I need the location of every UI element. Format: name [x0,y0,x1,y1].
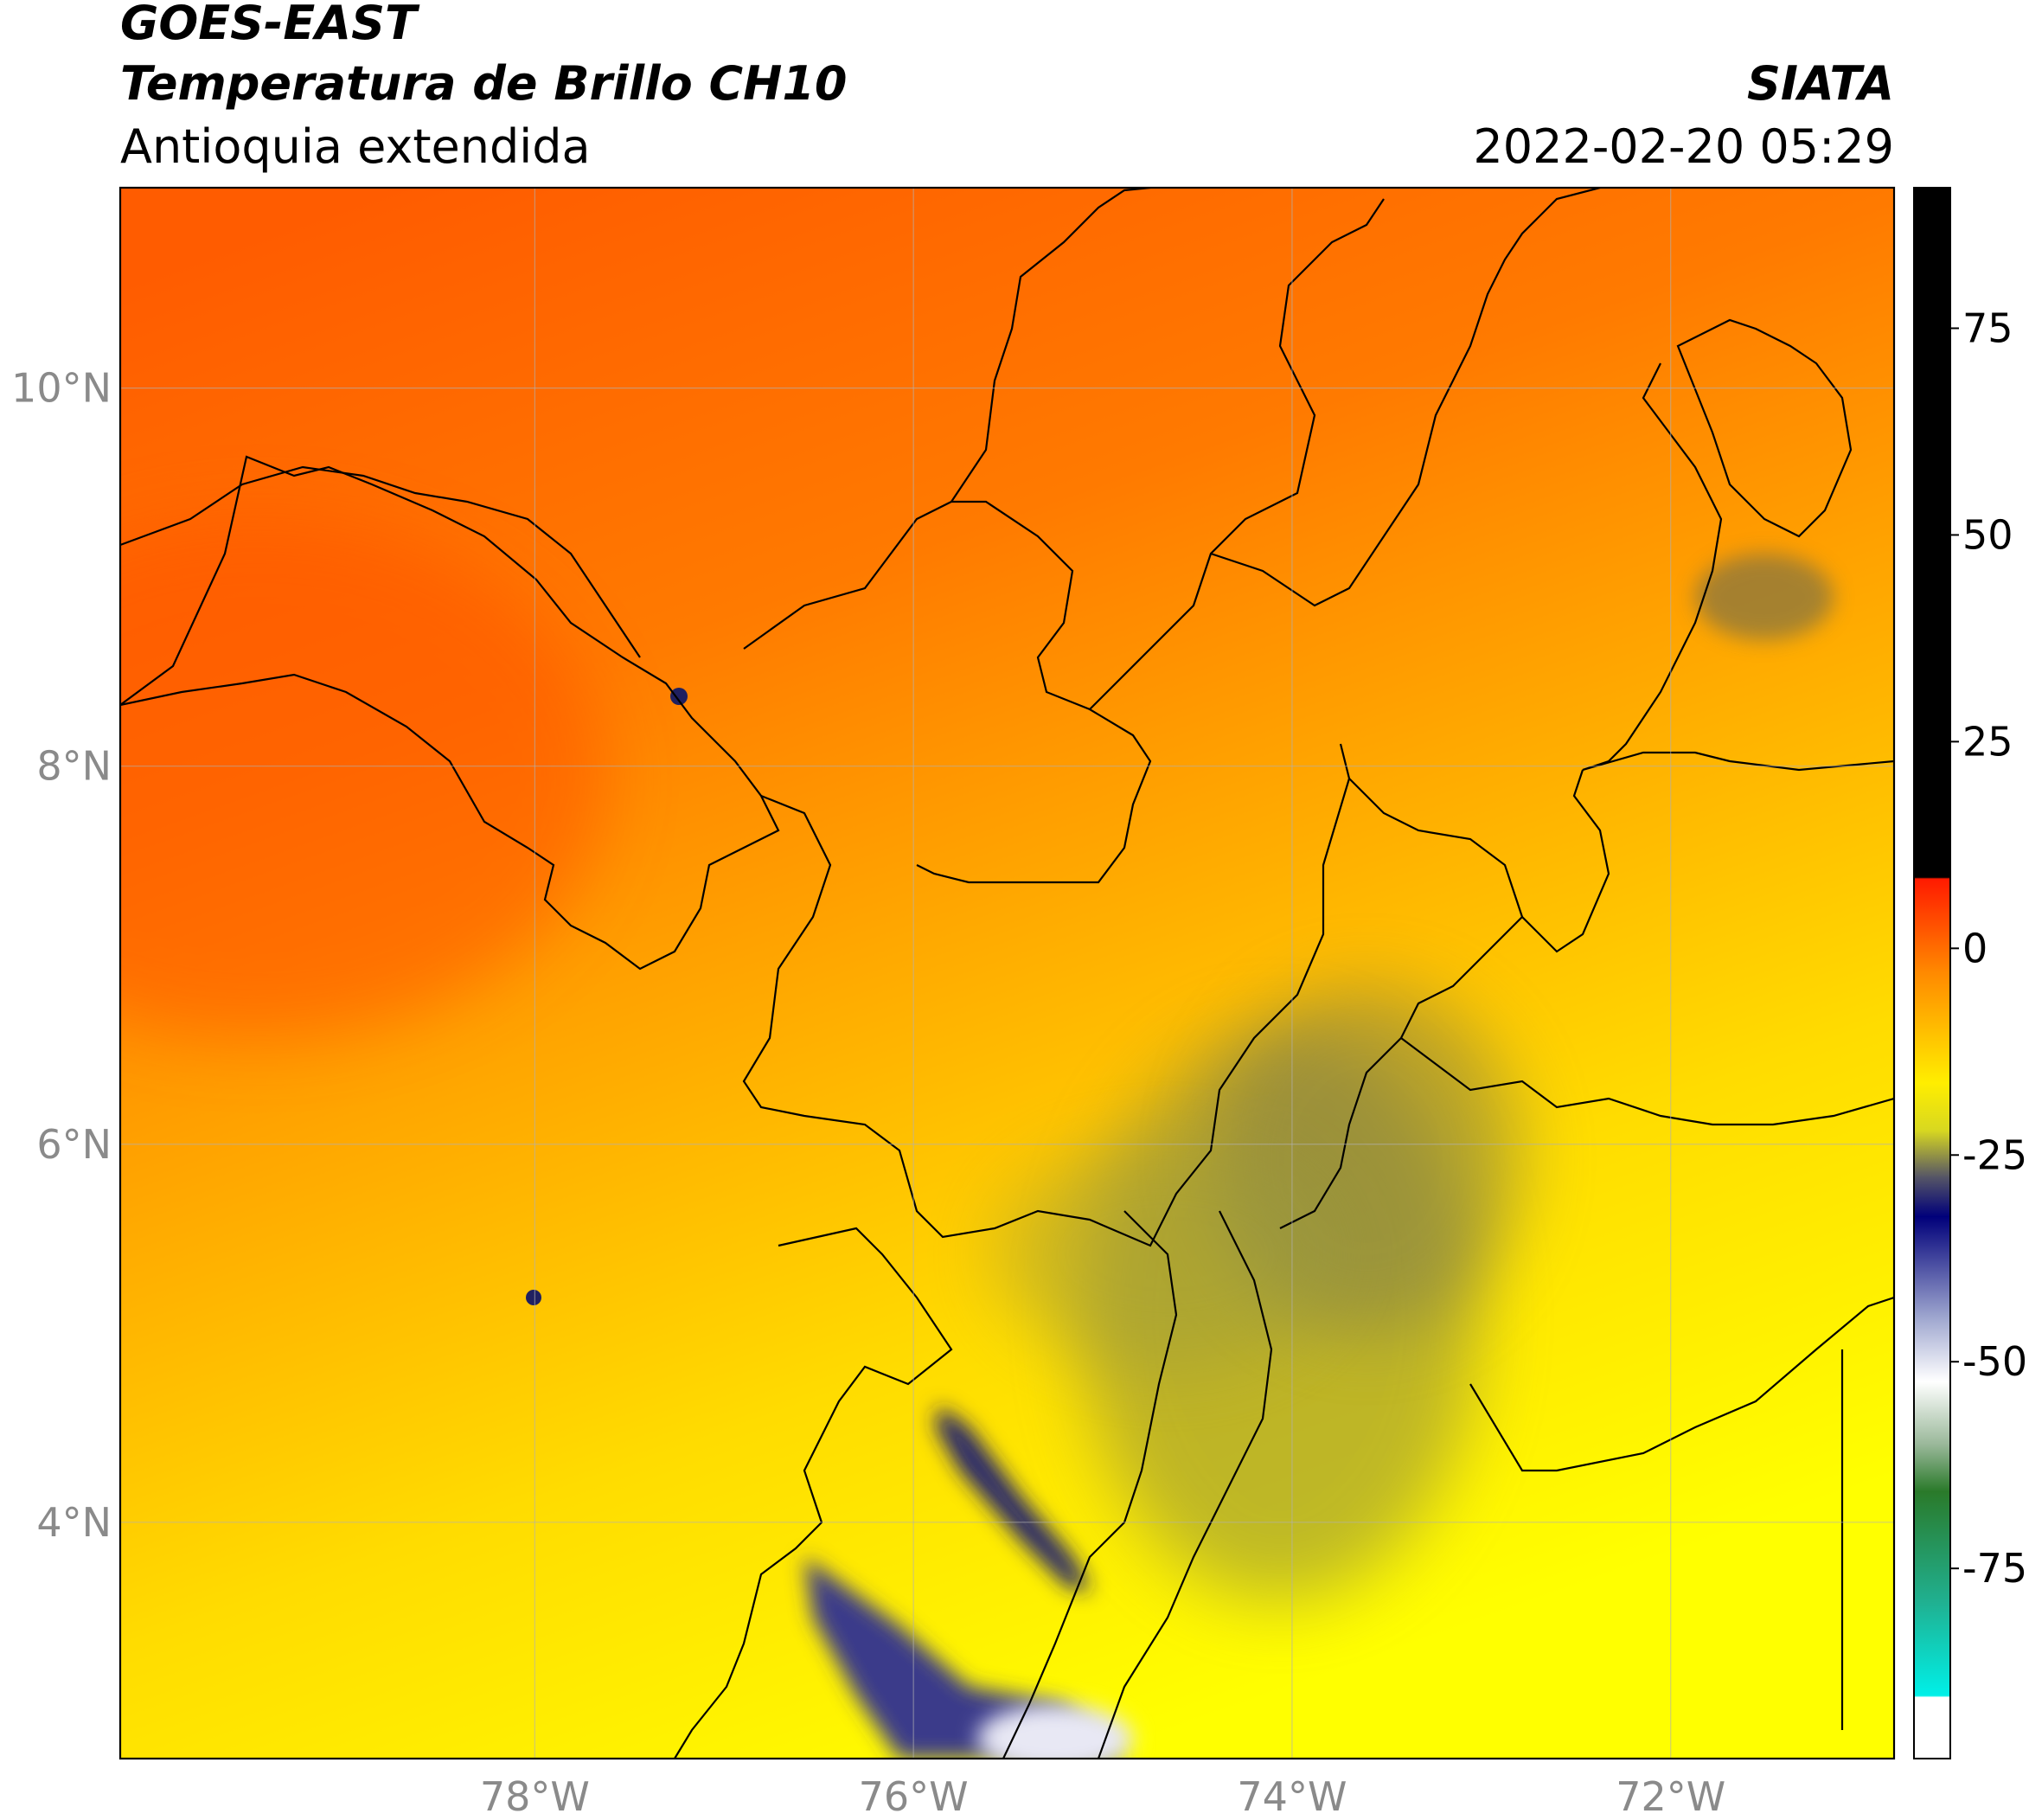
map-image [120,188,1894,1759]
x-tick-label: 78°W [480,1773,590,1817]
colorbar-tick-label: 75 [1962,304,2013,351]
source: SIATA [1747,56,1894,111]
datetime: 2022-02-20 05:29 [1473,119,1894,174]
colorbar-tick-label: -75 [1962,1545,2027,1592]
y-tick-label: 4°N [36,1499,112,1546]
colorbar-tick-label: -25 [1962,1131,2027,1178]
map-frame [118,186,1896,1760]
y-tick-label: 10°N [11,365,112,412]
title-line1: GOES-EAST [120,0,420,50]
y-tick-label: 6°N [36,1121,112,1168]
colorbar-tick-label: 25 [1962,718,2013,765]
colorbar [1913,187,1951,1759]
axes [120,188,1894,1759]
x-tick-label: 72°W [1616,1773,1725,1817]
colorbar-tick-label: 0 [1962,925,1987,971]
colorbar-tick-label: 50 [1962,511,2013,558]
y-tick-label: 8°N [36,743,112,790]
subtitle: Antioquia extendida [120,119,591,174]
title-line2: Temperatura de Brillo CH10 [120,56,848,111]
x-tick-label: 74°W [1237,1773,1347,1817]
colorbar-tick-label: -50 [1962,1338,2027,1385]
x-tick-label: 76°W [859,1773,969,1817]
borders [120,188,1894,1759]
